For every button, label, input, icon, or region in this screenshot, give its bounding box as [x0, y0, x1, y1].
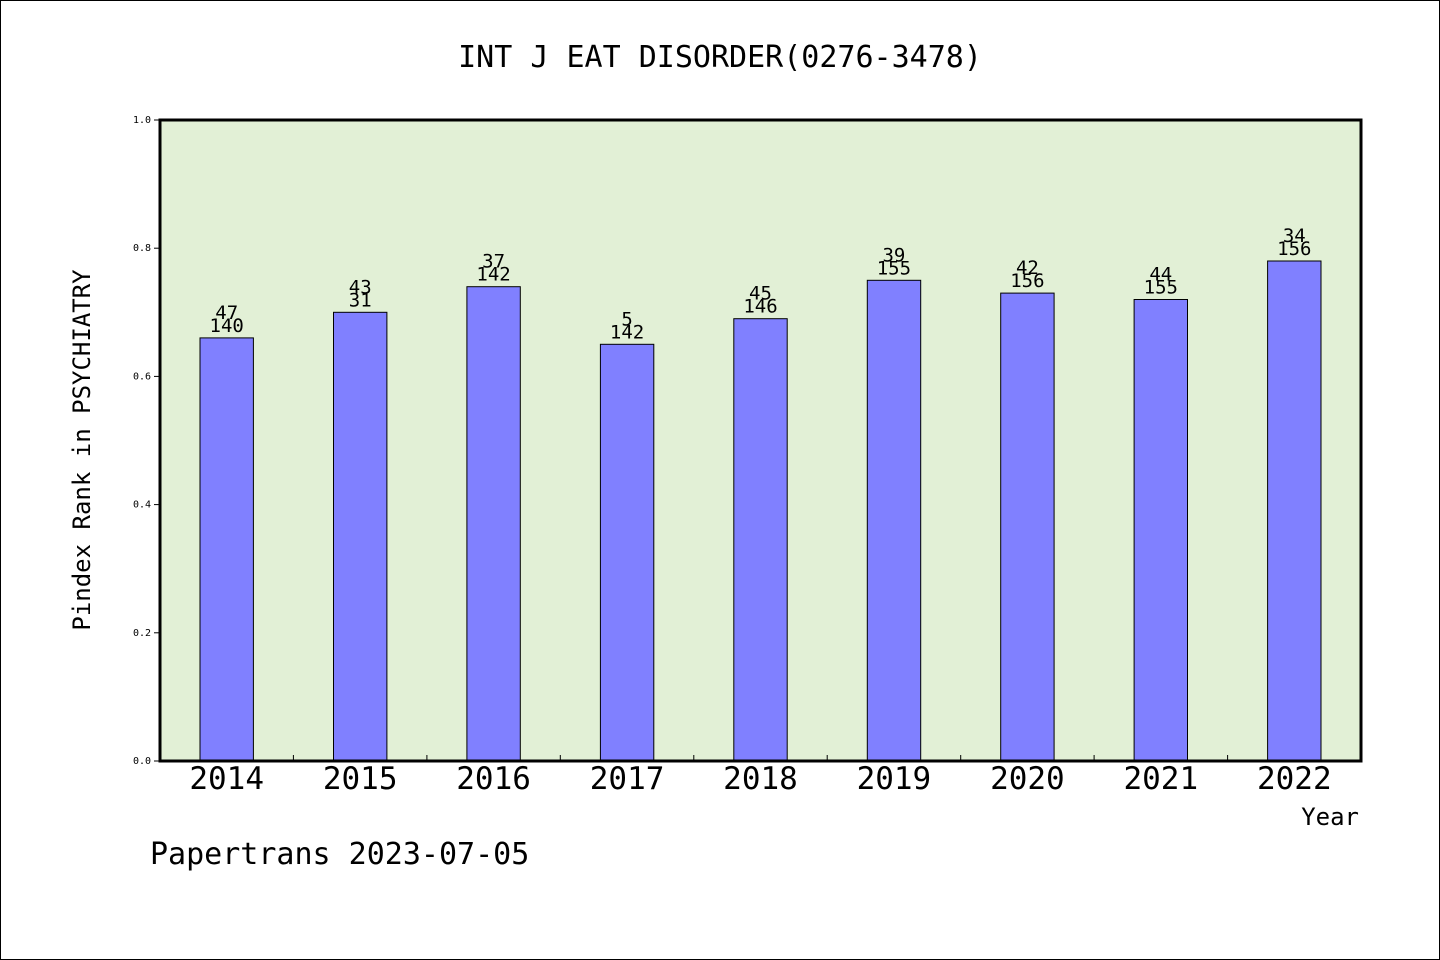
- x-axis: 2014 2015 2016 2017 2018 2019 2020 2021 2022: [189, 755, 1332, 797]
- bar-2016: [466, 286, 521, 762]
- data-label-count-2020: 42: [1016, 257, 1039, 279]
- data-label-count-2015: 43: [349, 276, 372, 298]
- x-tick-label-2020: 2020: [990, 761, 1065, 797]
- data-label-count-2021: 44: [1149, 264, 1172, 286]
- bar-2021: [1133, 299, 1188, 762]
- data-label-count-2016: 37: [482, 251, 505, 273]
- bar-2017: [599, 343, 655, 762]
- x-tick-label-2019: 2019: [857, 761, 932, 797]
- plot-frame: [158, 118, 1363, 763]
- y-tick-label-0.6: 0.6: [133, 371, 151, 382]
- x-tick-label-2022: 2022: [1257, 761, 1332, 797]
- data-label-rank-2021: 155: [1144, 277, 1178, 299]
- bars-group: 1404731431423714251464515539156421554415…: [199, 225, 1322, 762]
- data-label-count-2022: 34: [1283, 225, 1306, 247]
- data-label-rank-2014: 140: [210, 315, 244, 337]
- x-tick-label-2017: 2017: [590, 761, 665, 797]
- y-tick-label-1.0: 1.0: [133, 115, 151, 126]
- x-tick-label-2021: 2021: [1123, 761, 1198, 797]
- x-axis-label: Year: [1301, 803, 1359, 831]
- bar-2020: [1000, 292, 1055, 762]
- data-label-count-2018: 45: [749, 283, 772, 305]
- chart-title: INT J EAT DISORDER(0276-3478): [458, 40, 982, 75]
- y-tick-label-0.4: 0.4: [133, 500, 151, 511]
- data-label-count-2019: 39: [882, 244, 905, 266]
- y-axis-label: Pindex Rank in PSYCHIATRY: [68, 269, 96, 631]
- y-tick-label-0.2: 0.2: [133, 628, 151, 639]
- y-tick-label-0.0: 0.0: [133, 756, 151, 767]
- x-tick-label-2018: 2018: [723, 761, 798, 797]
- data-label-rank-2022: 156: [1277, 238, 1311, 260]
- bar-2015: [333, 311, 388, 762]
- data-label-rank-2016: 142: [476, 264, 510, 286]
- footer-credit: Papertrans 2023-07-05: [150, 837, 529, 872]
- x-tick-label-2016: 2016: [456, 761, 531, 797]
- data-label-count-2014: 47: [215, 302, 238, 324]
- bar-2019: [866, 279, 922, 762]
- data-label-rank-2018: 146: [743, 296, 777, 318]
- data-label-count-2017: 5: [621, 308, 632, 330]
- data-label-rank-2019: 155: [877, 257, 911, 279]
- x-tick-label-2015: 2015: [323, 761, 398, 797]
- bar-2022: [1267, 260, 1322, 762]
- data-label-rank-2020: 156: [1010, 270, 1044, 292]
- data-label-rank-2017: 142: [610, 321, 644, 343]
- bar-2018: [733, 318, 788, 762]
- data-label-rank-2015: 31: [349, 289, 372, 311]
- x-tick-label-2014: 2014: [189, 761, 264, 797]
- bar-2014: [199, 337, 254, 762]
- y-tick-label-0.8: 0.8: [133, 243, 151, 254]
